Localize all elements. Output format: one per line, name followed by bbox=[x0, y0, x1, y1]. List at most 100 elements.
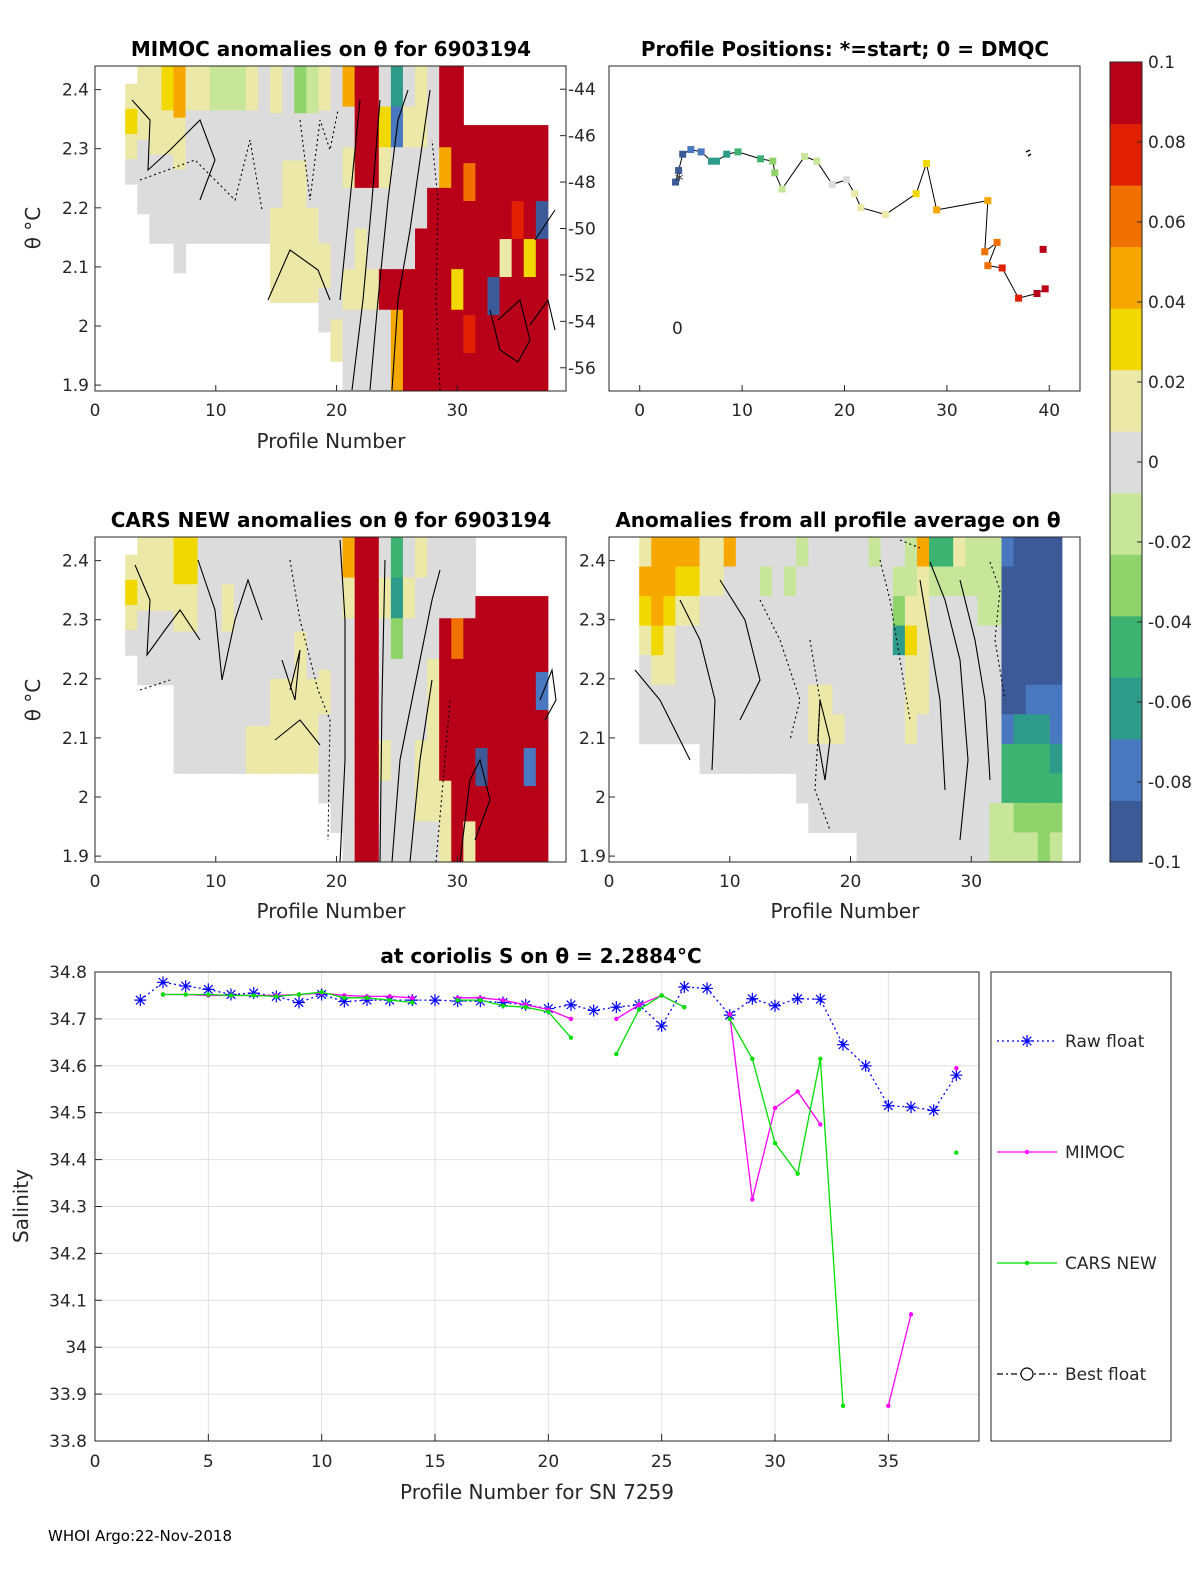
heatmap-cell bbox=[197, 584, 211, 633]
heatmap-cell bbox=[233, 154, 247, 200]
heatmap-cell bbox=[711, 625, 725, 656]
heatmap-cell bbox=[1001, 655, 1015, 686]
y-tick-label: 2.4 bbox=[62, 552, 89, 572]
heatmap-cell bbox=[415, 658, 428, 700]
heatmap-cell bbox=[639, 714, 652, 745]
heatmap-cell bbox=[784, 684, 797, 715]
heatmap-cell bbox=[330, 150, 344, 194]
heatmap-cell bbox=[173, 117, 187, 170]
heatmap-cell bbox=[330, 790, 344, 833]
heatmap-cell bbox=[390, 740, 404, 782]
heatmap-cell bbox=[378, 618, 392, 660]
heatmap-cell bbox=[1025, 537, 1039, 568]
heatmap-cell bbox=[1013, 714, 1027, 745]
heatmap-cell bbox=[808, 773, 821, 804]
heatmap-cell bbox=[342, 66, 356, 108]
heatmap-cell bbox=[904, 566, 918, 597]
position-marker bbox=[801, 153, 809, 161]
heatmap-cell bbox=[173, 221, 187, 274]
heatmap-cell bbox=[808, 625, 821, 656]
heatmap-cell bbox=[699, 596, 713, 627]
heatmap-cell bbox=[499, 125, 513, 164]
heatmap-cell bbox=[916, 537, 930, 568]
colorbar-swatch bbox=[1110, 123, 1142, 186]
heatmap-cell bbox=[535, 125, 549, 164]
heatmap-cell bbox=[306, 255, 319, 303]
heatmap-cell bbox=[463, 315, 476, 354]
salinity-legend-box bbox=[990, 971, 1172, 1442]
data-point bbox=[905, 1101, 917, 1114]
heatmap-cell bbox=[844, 566, 858, 597]
heatmap-cell bbox=[185, 726, 199, 774]
salinity-series bbox=[134, 976, 963, 1408]
legend-marker bbox=[1020, 1367, 1034, 1381]
heatmap-cell bbox=[856, 743, 870, 774]
heatmap-cell bbox=[687, 655, 701, 686]
heatmap-cell bbox=[651, 566, 664, 597]
data-point bbox=[814, 993, 827, 1006]
heatmap-cell bbox=[330, 663, 344, 707]
data-point bbox=[908, 1312, 914, 1317]
heatmap-cell bbox=[941, 743, 954, 774]
heatmap-cell bbox=[451, 780, 464, 822]
y-tick-label: 2 bbox=[78, 317, 89, 337]
heatmap-cell bbox=[475, 315, 488, 354]
average-panel: Anomalies from all profile average on θ … bbox=[579, 508, 1081, 923]
heatmap-cell bbox=[342, 350, 356, 392]
mimoc-ylabel: θ °C bbox=[21, 207, 45, 250]
heatmap-cell bbox=[1037, 684, 1051, 715]
heatmap-cell bbox=[747, 684, 761, 715]
mimoc-panel: MIMOC anomalies on θ for 6903194 0 10 20 30… bbox=[21, 37, 596, 453]
heatmap-cell bbox=[137, 66, 150, 104]
heatmap-cell bbox=[318, 66, 331, 111]
heatmap-cell bbox=[451, 658, 464, 700]
heatmap-cell bbox=[1049, 655, 1063, 686]
heatmap-cell bbox=[796, 773, 809, 804]
colorbar-tick-label: -0.1 bbox=[1148, 853, 1181, 873]
heatmap-cell bbox=[953, 714, 966, 745]
heatmap-cell bbox=[904, 537, 918, 568]
heatmap-cell bbox=[523, 748, 537, 787]
heatmap-cell bbox=[711, 566, 725, 597]
heatmap-cell bbox=[1025, 802, 1039, 833]
heatmap-cell bbox=[125, 554, 138, 581]
y-tick-label: 33.8 bbox=[49, 1432, 87, 1452]
position-marker bbox=[851, 190, 859, 198]
colorbar-tick-label: -0.02 bbox=[1148, 533, 1192, 553]
colorbar-tick-label: 0.04 bbox=[1148, 293, 1186, 313]
heatmap-cell bbox=[747, 625, 761, 656]
heatmap-cell bbox=[270, 726, 283, 774]
heatmap-cell bbox=[965, 802, 978, 833]
position-marker bbox=[828, 180, 836, 188]
heatmap-cell bbox=[451, 228, 464, 270]
data-point bbox=[927, 1104, 940, 1117]
mimoc-title: MIMOC anomalies on θ for 6903194 bbox=[131, 37, 531, 61]
x-tick-label: 30 bbox=[446, 872, 468, 892]
data-point bbox=[568, 1035, 574, 1040]
positions-track bbox=[672, 146, 1049, 302]
heatmap-cell bbox=[965, 773, 978, 804]
heatmap-cell bbox=[929, 832, 942, 863]
average-contours bbox=[634, 539, 1006, 841]
colorbar-tick-label: 0.02 bbox=[1148, 373, 1186, 393]
heatmap-cell bbox=[366, 618, 380, 660]
heatmap-cell bbox=[427, 147, 440, 189]
x-tick-label: 20 bbox=[538, 1452, 560, 1472]
heatmap-cell bbox=[451, 187, 464, 229]
heatmap-cell bbox=[904, 684, 918, 715]
heatmap-cell bbox=[402, 740, 416, 782]
heatmap-cell bbox=[390, 228, 404, 270]
salinity-title: at coriolis S on θ = 2.2884°C bbox=[380, 944, 701, 968]
heatmap-cell bbox=[475, 786, 488, 825]
heatmap-cell bbox=[342, 537, 356, 579]
heatmap-cell bbox=[904, 743, 918, 774]
heatmap-cell bbox=[651, 714, 664, 745]
heatmap-cell bbox=[197, 678, 211, 727]
heatmap-cell bbox=[723, 684, 737, 715]
salinity-xlabel: Profile Number for SN 7259 bbox=[400, 1480, 674, 1504]
data-point bbox=[206, 992, 211, 997]
colorbar-swatch bbox=[1110, 800, 1142, 863]
heatmap-cell bbox=[245, 631, 259, 680]
position-marker bbox=[771, 169, 779, 177]
heatmap-cell bbox=[402, 269, 416, 311]
